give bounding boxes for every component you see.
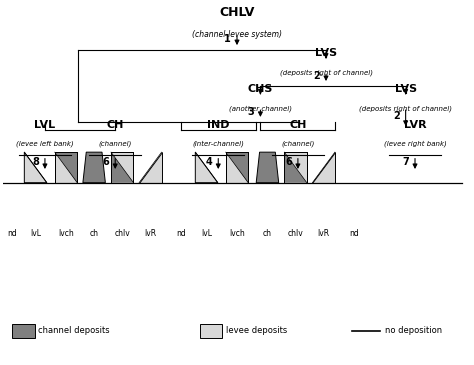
- Text: (inter-channel): (inter-channel): [192, 140, 244, 147]
- Text: lvR: lvR: [144, 229, 156, 238]
- Text: LVR: LVR: [404, 120, 426, 130]
- Polygon shape: [111, 152, 134, 182]
- Text: ch: ch: [90, 229, 99, 238]
- Polygon shape: [284, 152, 307, 182]
- Polygon shape: [226, 152, 248, 182]
- Polygon shape: [256, 152, 279, 182]
- Polygon shape: [111, 152, 134, 182]
- Text: (levee left bank): (levee left bank): [16, 140, 74, 147]
- Polygon shape: [83, 152, 105, 182]
- Text: CHS: CHS: [248, 84, 273, 94]
- Polygon shape: [55, 152, 77, 182]
- Polygon shape: [24, 152, 47, 182]
- Text: 6: 6: [102, 157, 109, 167]
- Text: (channel): (channel): [99, 140, 132, 147]
- Text: 2: 2: [393, 111, 400, 121]
- Text: (channel-levee system): (channel-levee system): [192, 30, 282, 39]
- Text: 3: 3: [247, 107, 255, 117]
- Text: 2: 2: [313, 71, 320, 81]
- Polygon shape: [284, 152, 307, 182]
- Text: nd: nd: [176, 229, 186, 238]
- Text: (another channel): (another channel): [229, 105, 292, 112]
- Text: 6: 6: [285, 157, 292, 167]
- Text: CH: CH: [107, 120, 124, 130]
- Polygon shape: [195, 152, 218, 182]
- Text: lvL: lvL: [201, 229, 212, 238]
- Text: lvch: lvch: [58, 229, 74, 238]
- Text: (deposits right of channel): (deposits right of channel): [359, 105, 452, 112]
- Text: (levee right bank): (levee right bank): [383, 140, 447, 147]
- Bar: [12, 324, 35, 338]
- Polygon shape: [139, 152, 162, 182]
- Text: chlv: chlv: [114, 229, 130, 238]
- Text: 7: 7: [402, 157, 409, 167]
- Text: LVL: LVL: [35, 120, 55, 130]
- Text: 4: 4: [205, 157, 212, 167]
- Text: levee deposits: levee deposits: [226, 326, 287, 335]
- Text: CH: CH: [289, 120, 307, 130]
- Text: (deposits right of channel): (deposits right of channel): [280, 70, 373, 76]
- Text: 1: 1: [224, 34, 231, 44]
- Text: nd: nd: [7, 229, 17, 238]
- Polygon shape: [312, 152, 335, 182]
- Text: 8: 8: [32, 157, 39, 167]
- Text: lvch: lvch: [229, 229, 245, 238]
- Text: lvL: lvL: [30, 229, 41, 238]
- Text: (channel): (channel): [281, 140, 315, 147]
- Polygon shape: [226, 152, 248, 182]
- Text: IND: IND: [207, 120, 229, 130]
- Text: no deposition: no deposition: [384, 326, 442, 335]
- Text: chlv: chlv: [288, 229, 303, 238]
- Polygon shape: [55, 152, 77, 182]
- Text: LVS: LVS: [315, 48, 337, 58]
- Bar: [200, 324, 222, 338]
- Text: nd: nd: [349, 229, 359, 238]
- Text: ch: ch: [263, 229, 272, 238]
- Text: CHLV: CHLV: [219, 6, 255, 19]
- Text: lvR: lvR: [318, 229, 330, 238]
- Text: LVS: LVS: [394, 84, 417, 94]
- Text: channel deposits: channel deposits: [38, 326, 110, 335]
